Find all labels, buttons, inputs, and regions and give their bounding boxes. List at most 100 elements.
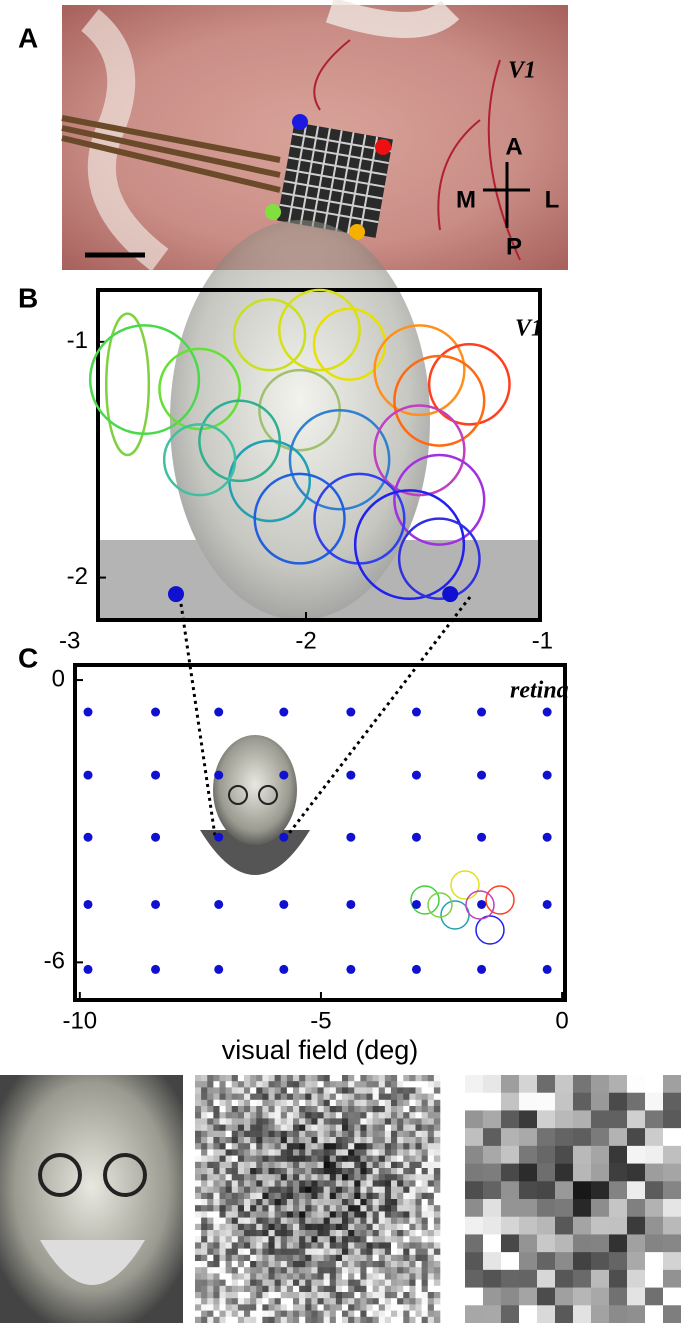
mosaic-pixel <box>360 1192 367 1200</box>
mosaic-pixel <box>427 1081 435 1088</box>
mosaic-pixel <box>348 1112 355 1119</box>
mosaic-pixel <box>348 1211 355 1218</box>
mosaic-pixel <box>329 1192 337 1200</box>
mosaic-pixel <box>280 1199 288 1206</box>
mosaic-pixel <box>256 1149 263 1156</box>
mosaic-pixel <box>201 1279 208 1287</box>
mosaic-pixel <box>219 1310 226 1318</box>
mosaic-pixel <box>378 1143 386 1150</box>
mosaic-pixel <box>409 1304 416 1311</box>
mosaic-pixel <box>391 1118 398 1125</box>
mosaic-pixel <box>427 1180 435 1187</box>
mosaic-pixel <box>329 1081 337 1088</box>
mosaic-pixel <box>433 1087 441 1094</box>
mosaic-pixel <box>366 1106 373 1113</box>
mosaic-pixel <box>409 1099 416 1107</box>
mosaic-pixel <box>663 1075 681 1094</box>
mosaic-pixel <box>317 1087 324 1094</box>
mosaic-pixel <box>286 1155 294 1163</box>
mosaic-pixel <box>403 1217 410 1225</box>
mosaic-pixel <box>219 1304 226 1311</box>
mosaic-pixel <box>609 1287 628 1306</box>
mosaic-pixel <box>219 1267 226 1274</box>
mosaic-pixel <box>391 1137 398 1144</box>
mosaic-pixel <box>268 1298 275 1305</box>
mosaic-pixel <box>207 1112 214 1119</box>
mosaic-pixel <box>305 1261 312 1268</box>
mosaic-pixel <box>366 1279 373 1287</box>
mosaic-pixel <box>663 1092 681 1111</box>
mosaic-pixel <box>427 1211 435 1218</box>
mosaic-pixel <box>409 1279 416 1287</box>
mosaic-pixel <box>201 1285 208 1293</box>
mosaic-pixel <box>384 1186 392 1194</box>
mosaic-pixel <box>268 1186 275 1194</box>
mosaic-pixel <box>366 1087 373 1094</box>
mosaic-pixel <box>421 1186 429 1194</box>
mosaic-pixel <box>293 1223 300 1231</box>
mosaic-pixel <box>342 1304 349 1311</box>
mosaic-pixel <box>483 1199 502 1218</box>
mosaic-pixel <box>311 1106 318 1113</box>
mosaic-pixel <box>415 1124 422 1132</box>
mosaic-pixel <box>305 1124 312 1132</box>
mosaic-pixel <box>360 1279 367 1287</box>
mosaic-pixel <box>219 1292 226 1299</box>
mosaic-pixel <box>311 1081 318 1088</box>
mosaic-pixel <box>280 1143 288 1150</box>
point <box>411 832 421 842</box>
mosaic-pixel <box>378 1093 386 1101</box>
mosaic-pixel <box>342 1124 349 1132</box>
mosaic-pixel <box>335 1168 343 1175</box>
mosaic-pixel <box>501 1075 520 1094</box>
mosaic-pixel <box>354 1217 361 1225</box>
mosaic-pixel <box>311 1124 318 1132</box>
mosaic-pixel <box>219 1093 226 1101</box>
mosaic-pixel <box>311 1205 318 1212</box>
mosaic-pixel <box>207 1168 214 1175</box>
mosaic-pixel <box>335 1124 343 1132</box>
mosaic-pixel <box>366 1081 373 1088</box>
mosaic-pixel <box>335 1093 343 1101</box>
mosaic-pixel <box>335 1199 343 1206</box>
mosaic-pixel <box>342 1217 349 1225</box>
mosaic-pixel <box>384 1223 392 1231</box>
mosaic-pixel <box>372 1292 380 1299</box>
mosaic-pixel <box>421 1155 429 1163</box>
mosaic-pixel <box>409 1155 416 1163</box>
mosaic-pixel <box>268 1316 275 1323</box>
mosaic-pixel <box>244 1248 251 1256</box>
mosaic-pixel <box>421 1112 429 1119</box>
receptive-field <box>253 472 346 565</box>
mosaic-pixel <box>348 1254 355 1262</box>
mosaic-pixel <box>555 1199 574 1218</box>
mosaic-pixel <box>384 1236 392 1243</box>
mosaic-pixel <box>293 1093 300 1101</box>
mosaic-pixel <box>237 1254 245 1262</box>
mosaic-pixel <box>201 1130 208 1138</box>
mosaic-pixel <box>311 1285 318 1293</box>
mosaic-pixel <box>299 1118 306 1125</box>
mosaic-pixel <box>421 1211 429 1218</box>
mosaic-pixel <box>397 1174 404 1181</box>
mosaic-pixel <box>262 1254 269 1262</box>
mosaic-pixel <box>397 1130 404 1138</box>
mosaic-pixel <box>311 1223 318 1231</box>
mosaic-pixel <box>427 1254 435 1262</box>
mosaic-pixel <box>501 1305 520 1323</box>
mosaic-pixel <box>256 1205 263 1212</box>
mosaic-pixel <box>409 1292 416 1299</box>
mosaic-pixel <box>262 1174 269 1181</box>
mosaic-pixel <box>311 1143 318 1150</box>
mosaic-pixel <box>262 1124 269 1132</box>
mosaic-pixel <box>286 1267 294 1274</box>
mosaic-pixel <box>372 1137 380 1144</box>
mosaic-pixel <box>201 1112 208 1119</box>
mosaic-pixel <box>268 1254 275 1262</box>
mosaic-pixel <box>280 1087 288 1094</box>
mosaic-pixel <box>323 1093 331 1101</box>
mosaic-pixel <box>366 1099 373 1107</box>
mosaic-pixel <box>250 1211 257 1218</box>
mosaic-pixel <box>409 1242 416 1249</box>
mosaic-pixel <box>397 1223 404 1231</box>
